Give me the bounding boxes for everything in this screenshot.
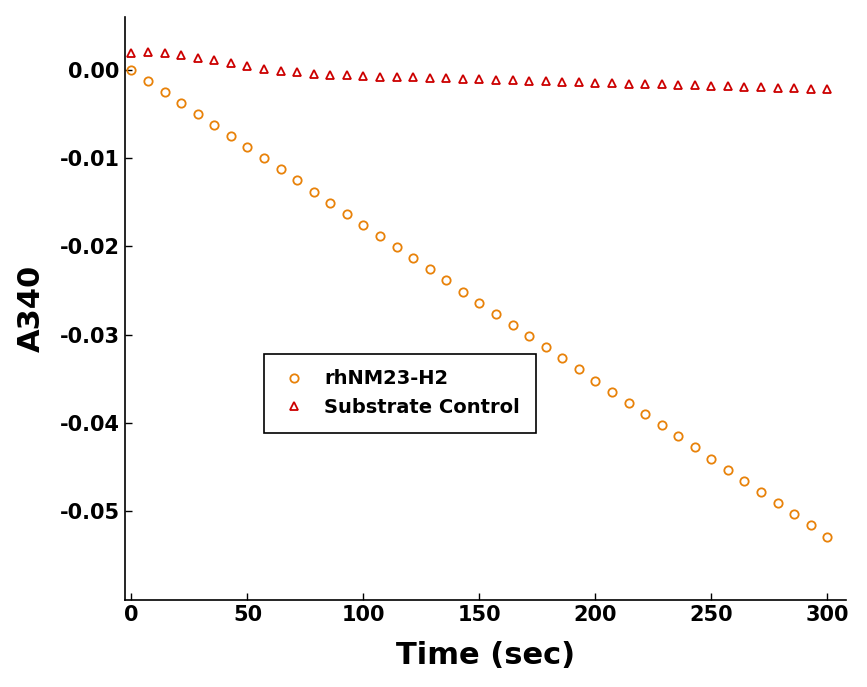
rhNM23-H2 bbox=[507, 321, 518, 329]
rhNM23-H2 bbox=[607, 387, 617, 396]
Line: rhNM23-H2: rhNM23-H2 bbox=[127, 65, 831, 541]
Substrate Control bbox=[491, 76, 501, 84]
Substrate Control bbox=[623, 80, 634, 88]
Substrate Control bbox=[540, 77, 551, 85]
rhNM23-H2 bbox=[259, 154, 270, 162]
rhNM23-H2 bbox=[723, 466, 733, 474]
Substrate Control bbox=[375, 72, 385, 80]
rhNM23-H2 bbox=[656, 421, 667, 429]
rhNM23-H2 bbox=[391, 243, 401, 251]
Substrate Control bbox=[557, 78, 567, 86]
rhNM23-H2 bbox=[276, 166, 286, 174]
Substrate Control bbox=[225, 59, 236, 67]
rhNM23-H2 bbox=[689, 443, 700, 451]
rhNM23-H2 bbox=[408, 254, 419, 262]
rhNM23-H2 bbox=[772, 499, 783, 507]
Substrate Control bbox=[309, 69, 319, 78]
Substrate Control bbox=[673, 81, 683, 89]
rhNM23-H2 bbox=[375, 232, 385, 240]
rhNM23-H2 bbox=[623, 398, 634, 407]
Substrate Control bbox=[276, 67, 286, 75]
Substrate Control bbox=[740, 82, 750, 91]
Substrate Control bbox=[706, 82, 716, 90]
Substrate Control bbox=[342, 71, 352, 80]
Substrate Control bbox=[358, 72, 368, 80]
Substrate Control bbox=[756, 83, 766, 91]
rhNM23-H2 bbox=[673, 432, 683, 440]
Substrate Control bbox=[474, 76, 485, 84]
rhNM23-H2 bbox=[706, 454, 716, 462]
Substrate Control bbox=[607, 79, 617, 87]
rhNM23-H2 bbox=[209, 121, 219, 129]
rhNM23-H2 bbox=[242, 143, 252, 151]
Substrate Control bbox=[458, 75, 468, 83]
rhNM23-H2 bbox=[740, 477, 750, 485]
rhNM23-H2 bbox=[458, 287, 468, 295]
Substrate Control bbox=[259, 65, 270, 73]
Substrate Control bbox=[524, 77, 534, 85]
Substrate Control bbox=[160, 49, 170, 58]
rhNM23-H2 bbox=[491, 310, 501, 318]
Legend: rhNM23-H2, Substrate Control: rhNM23-H2, Substrate Control bbox=[264, 354, 536, 433]
rhNM23-H2 bbox=[225, 132, 236, 140]
rhNM23-H2 bbox=[127, 65, 137, 74]
Substrate Control bbox=[822, 85, 832, 93]
Substrate Control bbox=[507, 76, 518, 85]
rhNM23-H2 bbox=[309, 188, 319, 196]
Substrate Control bbox=[640, 80, 650, 88]
rhNM23-H2 bbox=[540, 343, 551, 351]
X-axis label: Time (sec): Time (sec) bbox=[395, 642, 575, 671]
Substrate Control bbox=[408, 74, 419, 82]
Substrate Control bbox=[209, 56, 219, 65]
rhNM23-H2 bbox=[176, 99, 186, 107]
Substrate Control bbox=[292, 68, 303, 76]
Substrate Control bbox=[689, 81, 700, 89]
Substrate Control bbox=[391, 73, 401, 81]
Substrate Control bbox=[805, 85, 816, 93]
Substrate Control bbox=[772, 84, 783, 92]
rhNM23-H2 bbox=[590, 376, 601, 385]
Y-axis label: A340: A340 bbox=[16, 264, 46, 352]
Substrate Control bbox=[176, 51, 186, 59]
rhNM23-H2 bbox=[756, 488, 766, 496]
rhNM23-H2 bbox=[425, 265, 435, 273]
rhNM23-H2 bbox=[557, 354, 567, 363]
rhNM23-H2 bbox=[640, 410, 650, 418]
Line: Substrate Control: Substrate Control bbox=[127, 48, 831, 93]
Substrate Control bbox=[656, 80, 667, 89]
rhNM23-H2 bbox=[441, 276, 452, 284]
rhNM23-H2 bbox=[292, 177, 303, 185]
rhNM23-H2 bbox=[474, 299, 485, 307]
rhNM23-H2 bbox=[789, 510, 799, 519]
Substrate Control bbox=[789, 84, 799, 92]
Substrate Control bbox=[441, 74, 452, 82]
Substrate Control bbox=[723, 82, 733, 91]
rhNM23-H2 bbox=[822, 532, 832, 541]
rhNM23-H2 bbox=[192, 110, 203, 118]
rhNM23-H2 bbox=[574, 365, 584, 374]
Substrate Control bbox=[143, 48, 153, 56]
Substrate Control bbox=[127, 49, 137, 57]
rhNM23-H2 bbox=[358, 221, 368, 229]
rhNM23-H2 bbox=[160, 88, 170, 96]
rhNM23-H2 bbox=[342, 210, 352, 218]
rhNM23-H2 bbox=[143, 77, 153, 85]
Substrate Control bbox=[192, 54, 203, 62]
rhNM23-H2 bbox=[805, 521, 816, 530]
Substrate Control bbox=[242, 62, 252, 70]
Substrate Control bbox=[425, 74, 435, 82]
Substrate Control bbox=[325, 71, 336, 79]
rhNM23-H2 bbox=[524, 332, 534, 340]
rhNM23-H2 bbox=[325, 199, 336, 207]
Substrate Control bbox=[590, 78, 601, 87]
Substrate Control bbox=[574, 78, 584, 87]
